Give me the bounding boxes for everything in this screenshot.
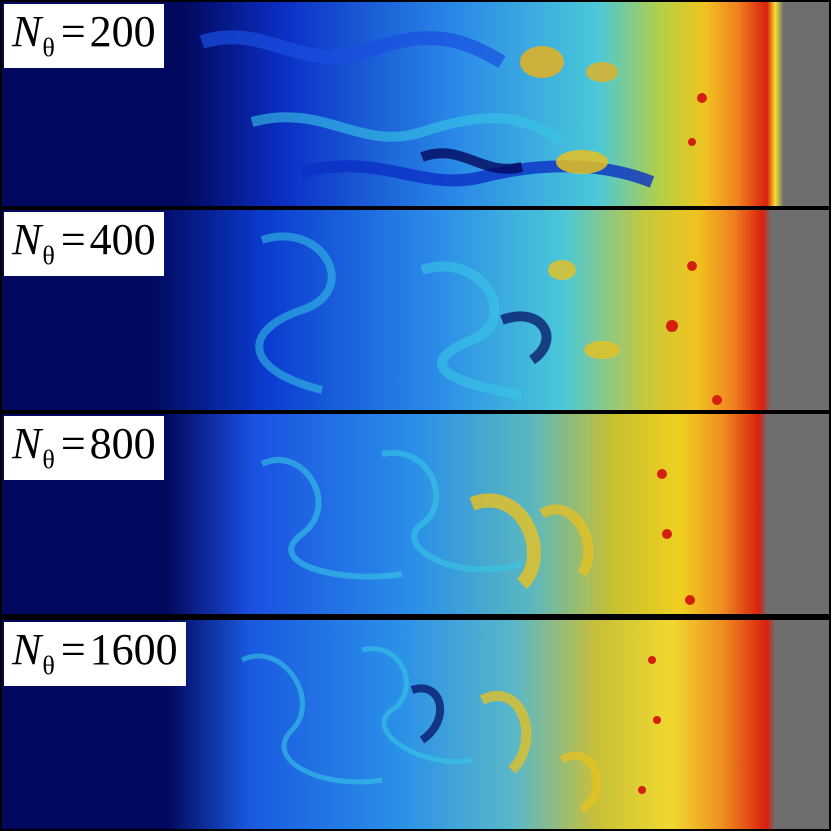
label-subscript: θ xyxy=(42,651,55,680)
label-equals: = xyxy=(60,215,86,264)
label-value: 800 xyxy=(89,419,156,468)
label-equals: = xyxy=(60,419,86,468)
label-value: 400 xyxy=(89,215,156,264)
label-subscript: θ xyxy=(42,33,55,62)
label-equals: = xyxy=(60,7,86,56)
panel-n1600: Nθ =1600 xyxy=(2,620,829,829)
label-variable: N xyxy=(12,215,42,264)
panel-n200-label: Nθ =200 xyxy=(4,4,164,68)
panel-n800: Nθ =800 xyxy=(2,414,829,614)
panel-n400-label: Nθ =400 xyxy=(4,212,164,276)
label-subscript: θ xyxy=(42,445,55,474)
label-subscript: θ xyxy=(42,241,55,270)
panel-n200: Nθ =200 xyxy=(2,2,829,206)
label-value: 200 xyxy=(89,7,156,56)
label-variable: N xyxy=(12,625,42,674)
label-equals: = xyxy=(60,625,86,674)
label-variable: N xyxy=(12,419,42,468)
label-variable: N xyxy=(12,7,42,56)
panel-n800-label: Nθ =800 xyxy=(4,416,164,480)
panel-n1600-label: Nθ =1600 xyxy=(4,622,186,686)
panel-n400: Nθ =400 xyxy=(2,210,829,410)
label-value: 1600 xyxy=(89,625,178,674)
